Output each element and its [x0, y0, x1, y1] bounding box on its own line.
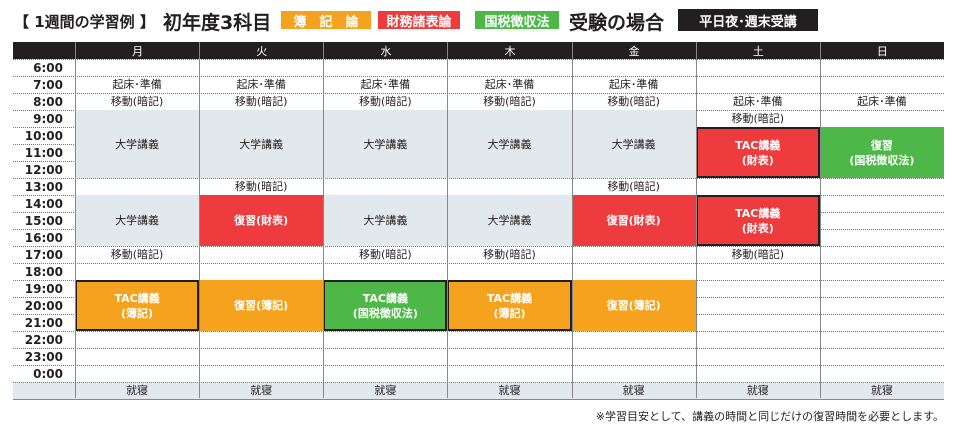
- schedule-item: 起床･準備: [857, 95, 907, 108]
- schedule-item: 起床･準備: [733, 95, 783, 108]
- row-divider: [13, 178, 944, 179]
- sleep-label: 就寝: [622, 384, 645, 397]
- sleep-label: 就寝: [498, 384, 521, 397]
- schedule-block: TAC講義 (簿記): [75, 280, 200, 331]
- title-prefix: 【 1週間の学習例 】: [14, 12, 155, 31]
- time-label: 6:00: [33, 60, 63, 75]
- schedule-block: 大学講義: [447, 195, 572, 246]
- schedule-item: 移動(暗記): [110, 95, 164, 108]
- schedule-item: 起床･準備: [112, 78, 162, 91]
- row-divider: [13, 365, 944, 366]
- schedule-item: 移動(暗記): [731, 248, 785, 261]
- time-label: 0:00: [33, 366, 63, 381]
- header-day-1: 火: [199, 42, 324, 59]
- schedule-block: 復習(簿記): [199, 280, 324, 331]
- column-divider: [323, 59, 325, 398]
- time-label: 19:00: [24, 281, 63, 296]
- schedule-block: 大学講義: [447, 110, 572, 178]
- schedule-item: 起床･準備: [360, 78, 411, 91]
- schedule-block: 大学講義: [323, 110, 448, 178]
- schedule-item: 移動(暗記): [607, 95, 660, 108]
- schedule-type-badge: 平日夜･週末受講: [678, 9, 818, 31]
- schedule-item: 移動(暗記): [359, 248, 412, 261]
- time-label: 18:00: [24, 264, 63, 279]
- sleep-label: 就寝: [126, 384, 149, 397]
- time-label: 23:00: [24, 349, 63, 364]
- column-divider: [199, 59, 201, 398]
- schedule-item: 起床･準備: [484, 78, 535, 91]
- header-day-6: 日: [819, 42, 944, 59]
- schedule-block: TAC講義 (簿記): [447, 280, 572, 331]
- row-divider: [13, 76, 944, 77]
- schedule-item: 移動(暗記): [607, 180, 660, 193]
- time-label: 7:00: [33, 77, 63, 92]
- subject-tag-choshu: 国税徴収法: [475, 11, 559, 30]
- time-label: 16:00: [24, 230, 63, 245]
- row-divider: [13, 263, 944, 264]
- header-day-2: 水: [323, 42, 448, 59]
- schedule-block: 復習(財表): [199, 195, 324, 246]
- schedule-item: 移動(暗記): [483, 248, 536, 261]
- time-label: 12:00: [24, 162, 63, 177]
- schedule-item: 起床･準備: [608, 78, 659, 91]
- title-main: 初年度3科目: [163, 11, 272, 34]
- subject-tag-zaihyo: 財務諸表論: [378, 11, 460, 30]
- row-divider: [13, 331, 944, 332]
- time-label: 20:00: [24, 298, 63, 313]
- time-label: 9:00: [33, 111, 63, 126]
- schedule-item: 起床･準備: [236, 78, 286, 91]
- schedule-block: 大学講義: [75, 110, 200, 178]
- title-suffix: 受験の場合: [569, 11, 665, 34]
- sleep-label: 就寝: [746, 384, 769, 397]
- schedule-block: 復習 (国税徴収法): [819, 127, 944, 178]
- time-label: 8:00: [33, 94, 63, 109]
- schedule-block: TAC講義 (国税徴収法): [323, 280, 448, 331]
- table-bottom: [13, 399, 944, 400]
- header-day-4: 金: [571, 42, 696, 59]
- header-day-5: 土: [695, 42, 820, 59]
- schedule-block: TAC講義 (財表): [695, 195, 820, 246]
- sleep-label: 就寝: [870, 384, 893, 397]
- schedule-block: 大学講義: [323, 195, 448, 246]
- schedule-block: 復習(簿記): [571, 280, 696, 331]
- row-divider: [13, 382, 944, 383]
- schedule-item: 移動(暗記): [110, 248, 164, 261]
- schedule-block: 復習(財表): [571, 195, 696, 246]
- sleep-label: 就寝: [374, 384, 397, 397]
- row-divider: [13, 246, 944, 247]
- time-label: 10:00: [24, 128, 63, 143]
- sleep-row-bg: [13, 382, 944, 399]
- time-label: 17:00: [24, 247, 63, 262]
- column-divider: [819, 59, 821, 398]
- schedule-block: 大学講義: [75, 195, 200, 246]
- schedule-item: 移動(暗記): [731, 112, 785, 125]
- time-label: 21:00: [24, 315, 63, 330]
- column-divider: [75, 59, 76, 398]
- header-time-column: [13, 42, 75, 59]
- header-day-3: 木: [447, 42, 572, 59]
- column-divider: [571, 59, 573, 398]
- footnote: ※学習目安として、講義の時間と同じだけの復習時間を必要とします。: [595, 410, 944, 423]
- column-divider: [695, 59, 697, 398]
- schedule-item: 移動(暗記): [234, 95, 288, 108]
- schedule-item: 移動(暗記): [234, 180, 288, 193]
- schedule-item: 移動(暗記): [483, 95, 536, 108]
- time-label: 14:00: [24, 196, 63, 211]
- schedule-block: 大学講義: [571, 110, 696, 178]
- row-divider: [13, 93, 944, 94]
- schedule-item: 移動(暗記): [359, 95, 412, 108]
- time-label: 22:00: [24, 332, 63, 347]
- row-divider: [13, 348, 944, 349]
- subject-tag-boki: 簿 記 論: [281, 11, 371, 30]
- time-label: 11:00: [24, 145, 63, 160]
- time-label: 13:00: [24, 179, 63, 194]
- sleep-label: 就寝: [250, 384, 273, 397]
- row-divider: [13, 59, 944, 60]
- schedule-block: 大学講義: [199, 110, 324, 178]
- header-day-0: 月: [75, 42, 200, 59]
- time-label: 15:00: [24, 213, 63, 228]
- column-divider: [447, 59, 449, 398]
- schedule-block: TAC講義 (財表): [695, 127, 820, 178]
